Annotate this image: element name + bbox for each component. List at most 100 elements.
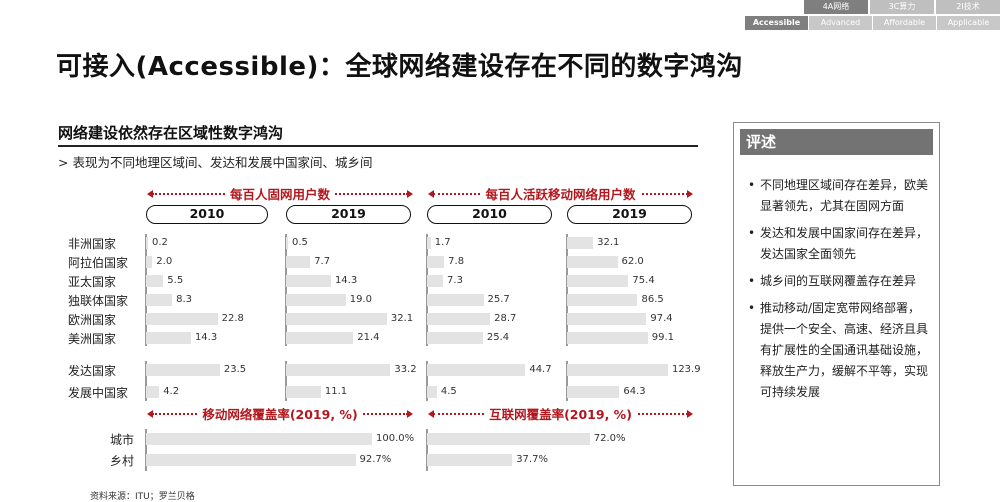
sub-tab-applicable[interactable]: Applicable <box>936 16 1000 30</box>
bar-value-label: 99.1 <box>651 332 674 343</box>
bar-value-label: 19.0 <box>349 294 372 305</box>
category-label: 独联体国家 <box>68 294 129 308</box>
mobile-coverage-arrow-right-icon <box>407 410 413 418</box>
bar <box>146 237 148 249</box>
comment-panel: 评述 • 不同地理区域间存在差异，欧美显著领先，尤其在固网方面 • 发达和发展中国家… <box>733 122 940 486</box>
bar-value-label: 25.4 <box>486 332 510 343</box>
bar <box>427 275 444 287</box>
comment-item: • 推动移动/固定宽带网络部署，提供一个安全、高速、经济且具有扩展性的全国通讯基础… <box>748 298 928 403</box>
bar <box>567 275 629 287</box>
bar <box>567 313 647 325</box>
sub-tab-accessible[interactable]: Accessible <box>744 16 808 30</box>
bullet-icon: • <box>748 178 756 192</box>
bar <box>427 364 526 376</box>
bar-value-label: 28.7 <box>494 313 517 324</box>
bar <box>567 237 594 249</box>
fixed-users-arrow-left-icon <box>147 190 153 198</box>
bar <box>146 294 173 306</box>
bullet-icon: • <box>748 274 756 288</box>
bar <box>146 256 153 268</box>
bar <box>427 454 513 466</box>
top-nav: 4A网络 3C算力 2I技术 <box>802 0 1000 14</box>
category-label: 发展中国家 <box>68 386 129 400</box>
axis-line <box>566 361 568 401</box>
bullet-icon: • <box>748 226 756 240</box>
axis-line <box>145 234 147 346</box>
bar <box>146 275 164 287</box>
nav-tab-4a[interactable]: 4A网络 <box>804 0 868 14</box>
bar-value-label: 72.0% <box>593 433 626 444</box>
bar <box>567 294 638 306</box>
year-pill-2010: 2010 <box>146 205 268 224</box>
axis-line <box>566 234 568 346</box>
comment-text: 城乡间的互联网覆盖存在差异 <box>760 274 917 288</box>
bar <box>146 454 356 466</box>
bar-value-label: 25.7 <box>487 294 510 305</box>
bar-value-label: 75.4 <box>632 275 655 286</box>
mobile-coverage-arrow-left-icon <box>147 410 153 418</box>
bar-value-label: 86.5 <box>641 294 664 305</box>
axis-line <box>145 361 147 401</box>
bar-value-label: 23.5 <box>223 364 247 375</box>
bar <box>146 364 220 376</box>
internet-coverage-arrow-right-icon <box>687 410 693 418</box>
bar <box>286 294 346 306</box>
bar <box>286 256 311 268</box>
bar-value-label: 8.3 <box>176 294 192 305</box>
bar <box>567 256 618 268</box>
comment-item: • 不同地理区域间存在差异，欧美显著领先，尤其在固网方面 <box>748 175 928 217</box>
year-pill-2019: 2019 <box>567 205 692 224</box>
internet-coverage-title: 互联网覆盖率(2019, %) <box>485 404 636 423</box>
bar <box>427 256 445 268</box>
axis-line <box>145 429 147 471</box>
category-label: 发达国家 <box>68 364 117 378</box>
mobile-users-arrow-right-icon <box>687 190 693 198</box>
fixed-users-arrow-right-icon <box>407 190 413 198</box>
axis-line <box>426 429 428 471</box>
bar <box>286 237 288 249</box>
nav-tab-3c[interactable]: 3C算力 <box>870 0 934 14</box>
comment-item: • 发达和发展中国家间存在差异，发达国家全面领先 <box>748 223 928 265</box>
mobile-coverage-title: 移动网络覆盖率(2019, %) <box>198 404 362 423</box>
bar <box>286 364 391 376</box>
source-note: 资料来源：ITU；罗兰贝格 <box>90 492 195 502</box>
section-subtitle: > 表现为不同地理区域间、发达和发展中国家间、城乡间 <box>58 155 373 170</box>
coverage-category-label: 乡村 <box>110 454 135 468</box>
bar-value-label: 37.7% <box>516 454 548 465</box>
category-label: 亚太国家 <box>68 275 117 289</box>
sub-tab-affordable[interactable]: Affordable <box>872 16 936 30</box>
bar-value-label: 5.5 <box>167 275 184 286</box>
bar <box>146 386 160 398</box>
axis-line <box>285 234 287 346</box>
bar <box>427 313 491 325</box>
page-title: 可接入(Accessible)：全球网络建设存在不同的数字鸿沟 <box>56 52 743 82</box>
mobile-users-arrow-left-icon <box>428 190 434 198</box>
comment-list: • 不同地理区域间存在差异，欧美显著领先，尤其在固网方面 • 发达和发展中国家间存在… <box>748 175 928 409</box>
bar <box>427 294 484 306</box>
category-label: 非洲国家 <box>68 237 117 251</box>
comment-item: • 城乡间的互联网覆盖存在差异 <box>748 271 928 292</box>
bar <box>146 332 191 344</box>
bar <box>567 332 648 344</box>
bar <box>146 313 218 325</box>
nav-tab-2i[interactable]: 2I技术 <box>936 0 1000 14</box>
bar <box>286 313 387 325</box>
fixed-users-title: 每百人固网用户数 <box>225 184 334 203</box>
bar-value-label: 100.0% <box>376 433 415 444</box>
bar <box>286 275 331 287</box>
bar <box>427 237 431 249</box>
mobile-users-title: 每百人活跃移动网络用户数 <box>481 184 640 203</box>
comment-text: 推动移动/固定宽带网络部署，提供一个安全、高速、经济且具有扩展性的全国通讯基础设… <box>760 301 929 399</box>
bar <box>286 386 321 398</box>
bar-value-label: 1.7 <box>434 237 451 248</box>
axis-line <box>426 234 428 346</box>
year-pill-2019: 2019 <box>286 205 411 224</box>
comment-text: 不同地理区域间存在差异，欧美显著领先，尤其在固网方面 <box>760 178 929 213</box>
bar-value-label: 97.4 <box>650 313 673 324</box>
bar-value-label: 0.5 <box>292 237 308 248</box>
coverage-category-label: 城市 <box>110 433 135 447</box>
bar <box>567 364 668 376</box>
bar-value-label: 32.1 <box>390 313 414 324</box>
bar-value-label: 14.3 <box>334 275 358 286</box>
sub-tab-advanced[interactable]: Advanced <box>808 16 872 30</box>
